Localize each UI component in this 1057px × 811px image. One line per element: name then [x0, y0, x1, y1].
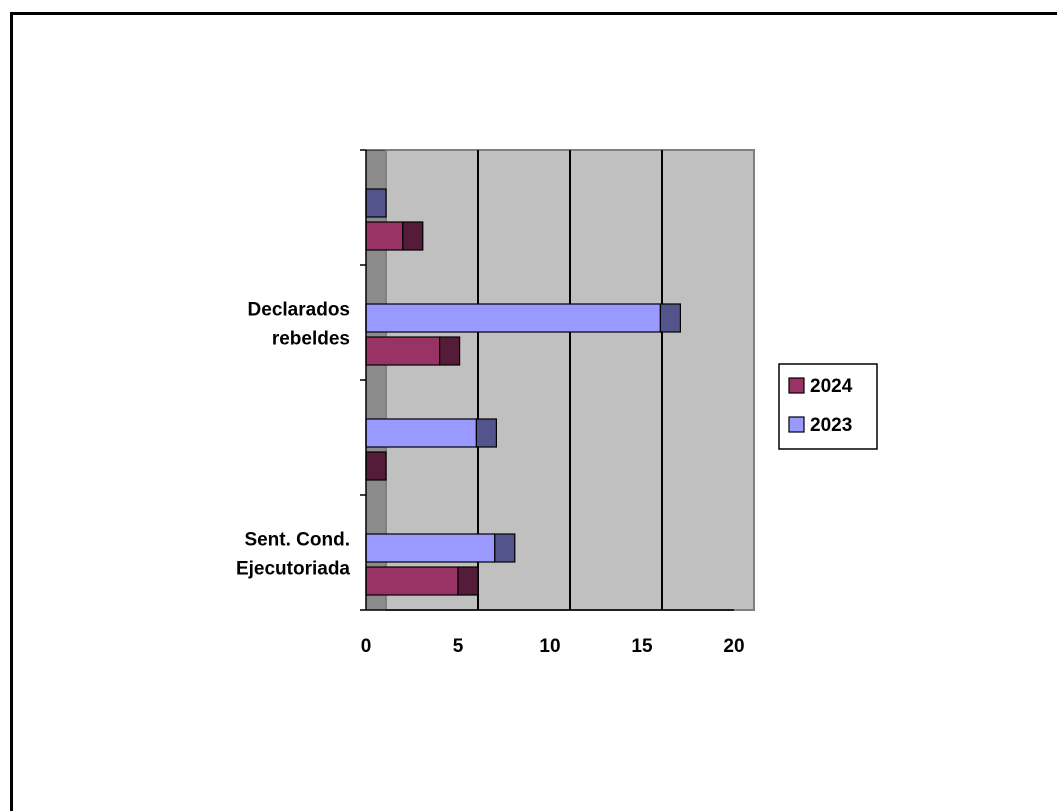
bars — [365, 188, 682, 596]
bar-front — [365, 566, 459, 596]
bar-end — [659, 303, 682, 333]
bar-front — [365, 418, 478, 448]
x-tick-label: 0 — [361, 636, 372, 657]
bar-front — [365, 336, 441, 366]
bar-end — [457, 566, 479, 596]
bar-end — [439, 336, 461, 366]
bar-end — [494, 533, 516, 563]
legend-label: 2023 — [810, 415, 852, 436]
y-category-label: Declarados — [248, 300, 350, 321]
bar-front — [365, 221, 404, 251]
x-tick-label: 15 — [631, 636, 653, 657]
axes — [360, 149, 734, 611]
bar-front — [365, 303, 661, 333]
legend-swatch — [788, 416, 805, 433]
bar-end — [402, 221, 424, 251]
bar-end — [475, 418, 497, 448]
x-tick-label: 20 — [723, 636, 744, 657]
bar-end — [365, 451, 387, 481]
bar-end — [365, 188, 387, 218]
legend: 2024 2023 — [778, 363, 878, 450]
y-category-label: Ejecutoriada — [236, 559, 350, 580]
legend-swatch — [788, 377, 805, 394]
y-category-labels: Sent. Cond. Ejecutoriada Declarados rebelde… — [236, 300, 350, 580]
y-category-label: Sent. Cond. — [244, 530, 350, 551]
x-tick-labels: 0 5 10 15 20 — [361, 636, 745, 657]
x-tick-label: 5 — [453, 636, 464, 657]
y-category-label: rebeldes — [272, 329, 350, 350]
gridlines — [477, 150, 663, 610]
x-tick-label: 10 — [539, 636, 560, 657]
legend-label: 2024 — [810, 376, 853, 397]
bar-front — [365, 533, 496, 563]
